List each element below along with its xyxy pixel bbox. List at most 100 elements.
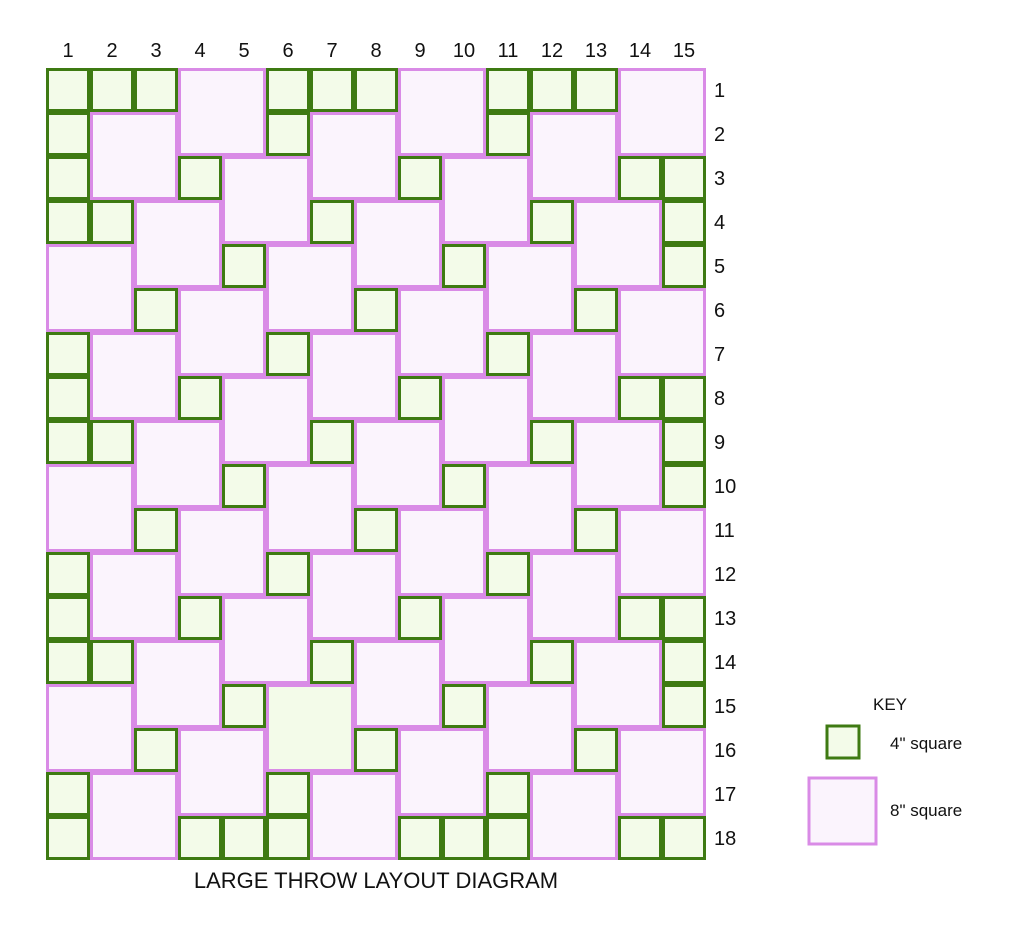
small-square [222, 244, 266, 288]
small-square [486, 552, 530, 596]
column-label: 4 [194, 40, 205, 62]
small-square [134, 508, 178, 552]
column-label: 11 [498, 40, 519, 62]
large-square [574, 200, 662, 288]
small-square [398, 596, 442, 640]
small-square [178, 156, 222, 200]
small-square [266, 112, 310, 156]
column-label: 10 [453, 40, 475, 62]
large-square [310, 552, 398, 640]
large-square [134, 420, 222, 508]
row-label: 4 [714, 212, 725, 234]
small-square [662, 640, 706, 684]
small-square [310, 68, 354, 112]
column-label: 5 [238, 40, 249, 62]
key-large-label: 8" square [890, 801, 962, 820]
large-square [266, 244, 354, 332]
large-green-square [266, 684, 354, 772]
small-square [662, 684, 706, 728]
column-label: 15 [673, 40, 695, 62]
column-label: 13 [585, 40, 607, 62]
large-square [310, 772, 398, 860]
large-square [354, 420, 442, 508]
small-square [178, 816, 222, 860]
small-square [90, 420, 134, 464]
small-square [574, 288, 618, 332]
large-square [486, 684, 574, 772]
small-square [90, 68, 134, 112]
small-square [530, 68, 574, 112]
small-square [618, 816, 662, 860]
large-square [398, 728, 486, 816]
small-square [354, 728, 398, 772]
row-label: 13 [714, 608, 736, 630]
large-square [398, 508, 486, 596]
large-square [486, 244, 574, 332]
small-square [310, 200, 354, 244]
large-square [222, 596, 310, 684]
large-square [530, 112, 618, 200]
row-label: 17 [714, 784, 736, 806]
large-square [178, 288, 266, 376]
large-square [530, 772, 618, 860]
row-label: 12 [714, 564, 736, 586]
column-label: 14 [629, 40, 651, 62]
large-square [398, 68, 486, 156]
large-square [266, 464, 354, 552]
small-square [354, 508, 398, 552]
large-square [574, 640, 662, 728]
row-label: 9 [714, 432, 725, 454]
large-square [178, 508, 266, 596]
small-square [46, 68, 90, 112]
small-square [618, 596, 662, 640]
small-square [46, 332, 90, 376]
column-label: 2 [106, 40, 117, 62]
column-label: 8 [370, 40, 381, 62]
column-label: 3 [150, 40, 161, 62]
row-label: 3 [714, 168, 725, 190]
small-square [134, 728, 178, 772]
column-label: 12 [541, 40, 563, 62]
small-square [310, 640, 354, 684]
column-labels: 1 2 3 4 5 6 7 8 9 10 11 12 13 14 15 [62, 40, 695, 62]
small-square [266, 332, 310, 376]
small-square [134, 288, 178, 332]
row-label: 5 [714, 256, 725, 278]
large-square [618, 288, 706, 376]
large-square [530, 332, 618, 420]
small-square [398, 816, 442, 860]
small-square [618, 156, 662, 200]
small-square [310, 420, 354, 464]
small-square [266, 552, 310, 596]
small-square [486, 772, 530, 816]
large-square [46, 244, 134, 332]
small-square [46, 200, 90, 244]
large-square [530, 552, 618, 640]
small-square [662, 816, 706, 860]
large-square [90, 772, 178, 860]
small-square [442, 816, 486, 860]
small-square [46, 376, 90, 420]
small-square [662, 156, 706, 200]
key-legend: KEY 4" square 8" square [807, 695, 962, 846]
large-square [178, 728, 266, 816]
small-square [486, 112, 530, 156]
large-square [486, 464, 574, 552]
small-square [618, 376, 662, 420]
large-square [46, 464, 134, 552]
quilt-squares [46, 68, 706, 860]
small-square [90, 640, 134, 684]
small-square [574, 508, 618, 552]
row-label: 8 [714, 388, 725, 410]
large-square [90, 332, 178, 420]
row-label: 6 [714, 300, 725, 322]
row-label: 18 [714, 828, 736, 850]
large-square [354, 200, 442, 288]
small-square [266, 68, 310, 112]
large-square [310, 112, 398, 200]
small-square [46, 596, 90, 640]
small-square [662, 244, 706, 288]
large-square [222, 376, 310, 464]
